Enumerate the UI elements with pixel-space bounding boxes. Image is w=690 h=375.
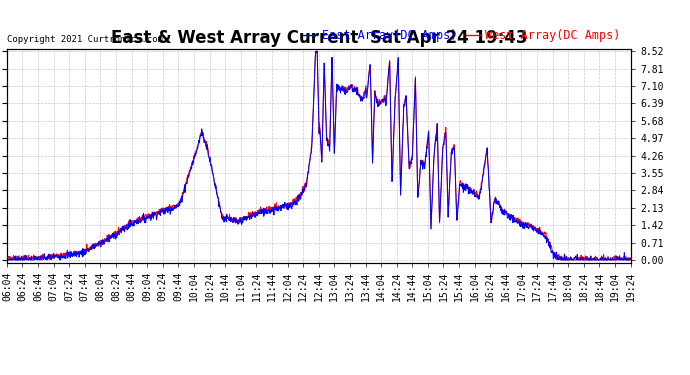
- Title: East & West Array Current  Sat Apr 24 19:43: East & West Array Current Sat Apr 24 19:…: [111, 29, 527, 47]
- Legend: East Array(DC Amps), West Array(DC Amps): East Array(DC Amps), West Array(DC Amps): [298, 25, 625, 47]
- Text: Copyright 2021 Curtronics.com: Copyright 2021 Curtronics.com: [7, 36, 163, 45]
